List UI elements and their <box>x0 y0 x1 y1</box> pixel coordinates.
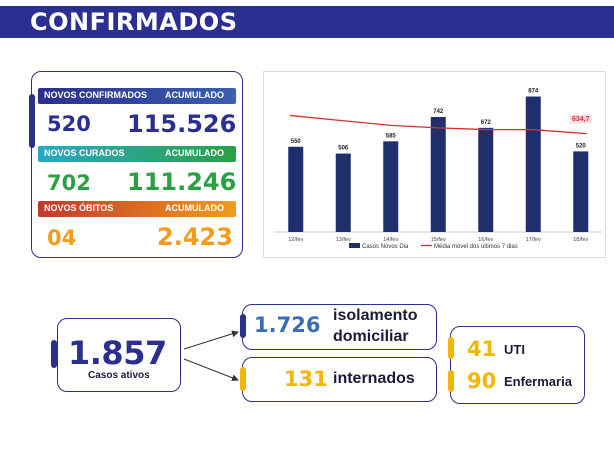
chart-legend-line-label: Média móvel dos últimos 7 dias <box>434 244 518 250</box>
confirmed-total-value: 115.526 <box>127 110 237 138</box>
chart-bar-label: 874 <box>528 89 539 95</box>
confirmed-band: NOVOS CONFIRMADOS ACUMULADO <box>38 88 236 104</box>
cured-total-value: 111.246 <box>127 168 237 196</box>
hospital-label: internados <box>333 370 415 387</box>
deaths-acc-label: ACUMULADO <box>165 203 224 213</box>
confirmed-label: NOVOS CONFIRMADOS <box>44 90 148 100</box>
uti-value: 41 <box>467 337 497 361</box>
page-title: CONFIRMADOS <box>30 8 238 36</box>
chart-line-label: 634,7 <box>572 116 590 123</box>
deaths-new-value: 04 <box>47 226 77 250</box>
hospital-accent-bar <box>240 367 246 391</box>
cured-acc-label: ACUMULADO <box>165 148 224 158</box>
chart-bar-label: 550 <box>291 139 302 145</box>
ward-label: Enfermaria <box>504 374 572 389</box>
chart-bar <box>573 151 589 232</box>
chart-x-tick-label: 15/fev <box>431 237 446 243</box>
ward-value: 90 <box>467 369 497 393</box>
chart-bar-label: 585 <box>386 133 397 139</box>
isolation-card <box>242 304 437 350</box>
hospital-card <box>242 357 437 402</box>
daily-cases-chart: 550 12/fev 506 13/fev 585 14/fev 742 15/fev 672 1… <box>274 89 602 250</box>
uti-accent-bar <box>448 337 454 359</box>
header-bar: CONFIRMADOS <box>0 6 614 38</box>
chart-bar-label: 520 <box>576 143 587 149</box>
chart-line-label-bg <box>569 114 592 124</box>
deaths-label: NOVOS ÓBITOS <box>44 203 114 213</box>
chart-legend-bar-swatch <box>349 243 360 248</box>
chart-legend-bar-label: Casos Novos Dia <box>362 244 409 250</box>
active-accent-bar <box>51 340 57 368</box>
chart-x-tick-label: 16/fev <box>478 237 493 243</box>
chart-x-tick-label: 17/fev <box>526 237 541 243</box>
active-cases-value: 1.857 <box>68 334 167 372</box>
chart-x-tick-label: 13/fev <box>336 237 351 243</box>
confirmed-acc-label: ACUMULADO <box>165 90 224 100</box>
connector-arrows <box>183 330 239 382</box>
chart-x-tick-label: 12/fev <box>288 237 303 243</box>
chart-bar <box>335 153 351 232</box>
isolation-value: 1.726 <box>254 313 321 337</box>
chart-x-tick-label: 18/fev <box>573 237 588 243</box>
chart-bar-label: 672 <box>481 120 492 126</box>
hospital-value: 131 <box>284 367 328 391</box>
stats-accent-bar <box>29 94 35 148</box>
chart-bar <box>288 146 304 232</box>
chart-x-tick-label: 14/fev <box>383 237 398 243</box>
chart-bar <box>383 141 399 232</box>
isolation-label-line1: isolamento <box>333 307 418 324</box>
confirmed-new-value: 520 <box>47 112 91 136</box>
chart-bar <box>430 116 446 232</box>
chart-bar-label: 506 <box>338 146 349 152</box>
isolation-label: isolamento domiciliar <box>333 305 417 347</box>
cured-new-value: 702 <box>47 171 91 195</box>
chart-bar <box>478 127 494 232</box>
arrow-to-isolation <box>183 330 239 350</box>
isolation-accent-bar <box>240 314 246 338</box>
isolation-label-line2: domiciliar <box>333 328 409 345</box>
uti-label: UTI <box>504 342 525 357</box>
active-cases-label: Casos ativos <box>88 370 150 381</box>
deaths-total-value: 2.423 <box>157 223 233 251</box>
chart-card: 550 12/fev 506 13/fev 585 14/fev 742 15/fev 672 1… <box>263 71 606 258</box>
active-cases-card <box>57 318 181 392</box>
chart-moving-average-line <box>289 114 587 135</box>
deaths-band: NOVOS ÓBITOS ACUMULADO <box>38 201 236 217</box>
chart-bar <box>525 96 541 232</box>
arrow-to-hospital <box>183 358 239 382</box>
beds-card <box>450 326 585 404</box>
ward-accent-bar <box>448 370 454 392</box>
cured-label: NOVOS CURADOS <box>44 148 125 158</box>
cured-band: NOVOS CURADOS ACUMULADO <box>38 146 236 162</box>
chart-bar-label: 742 <box>433 109 444 115</box>
